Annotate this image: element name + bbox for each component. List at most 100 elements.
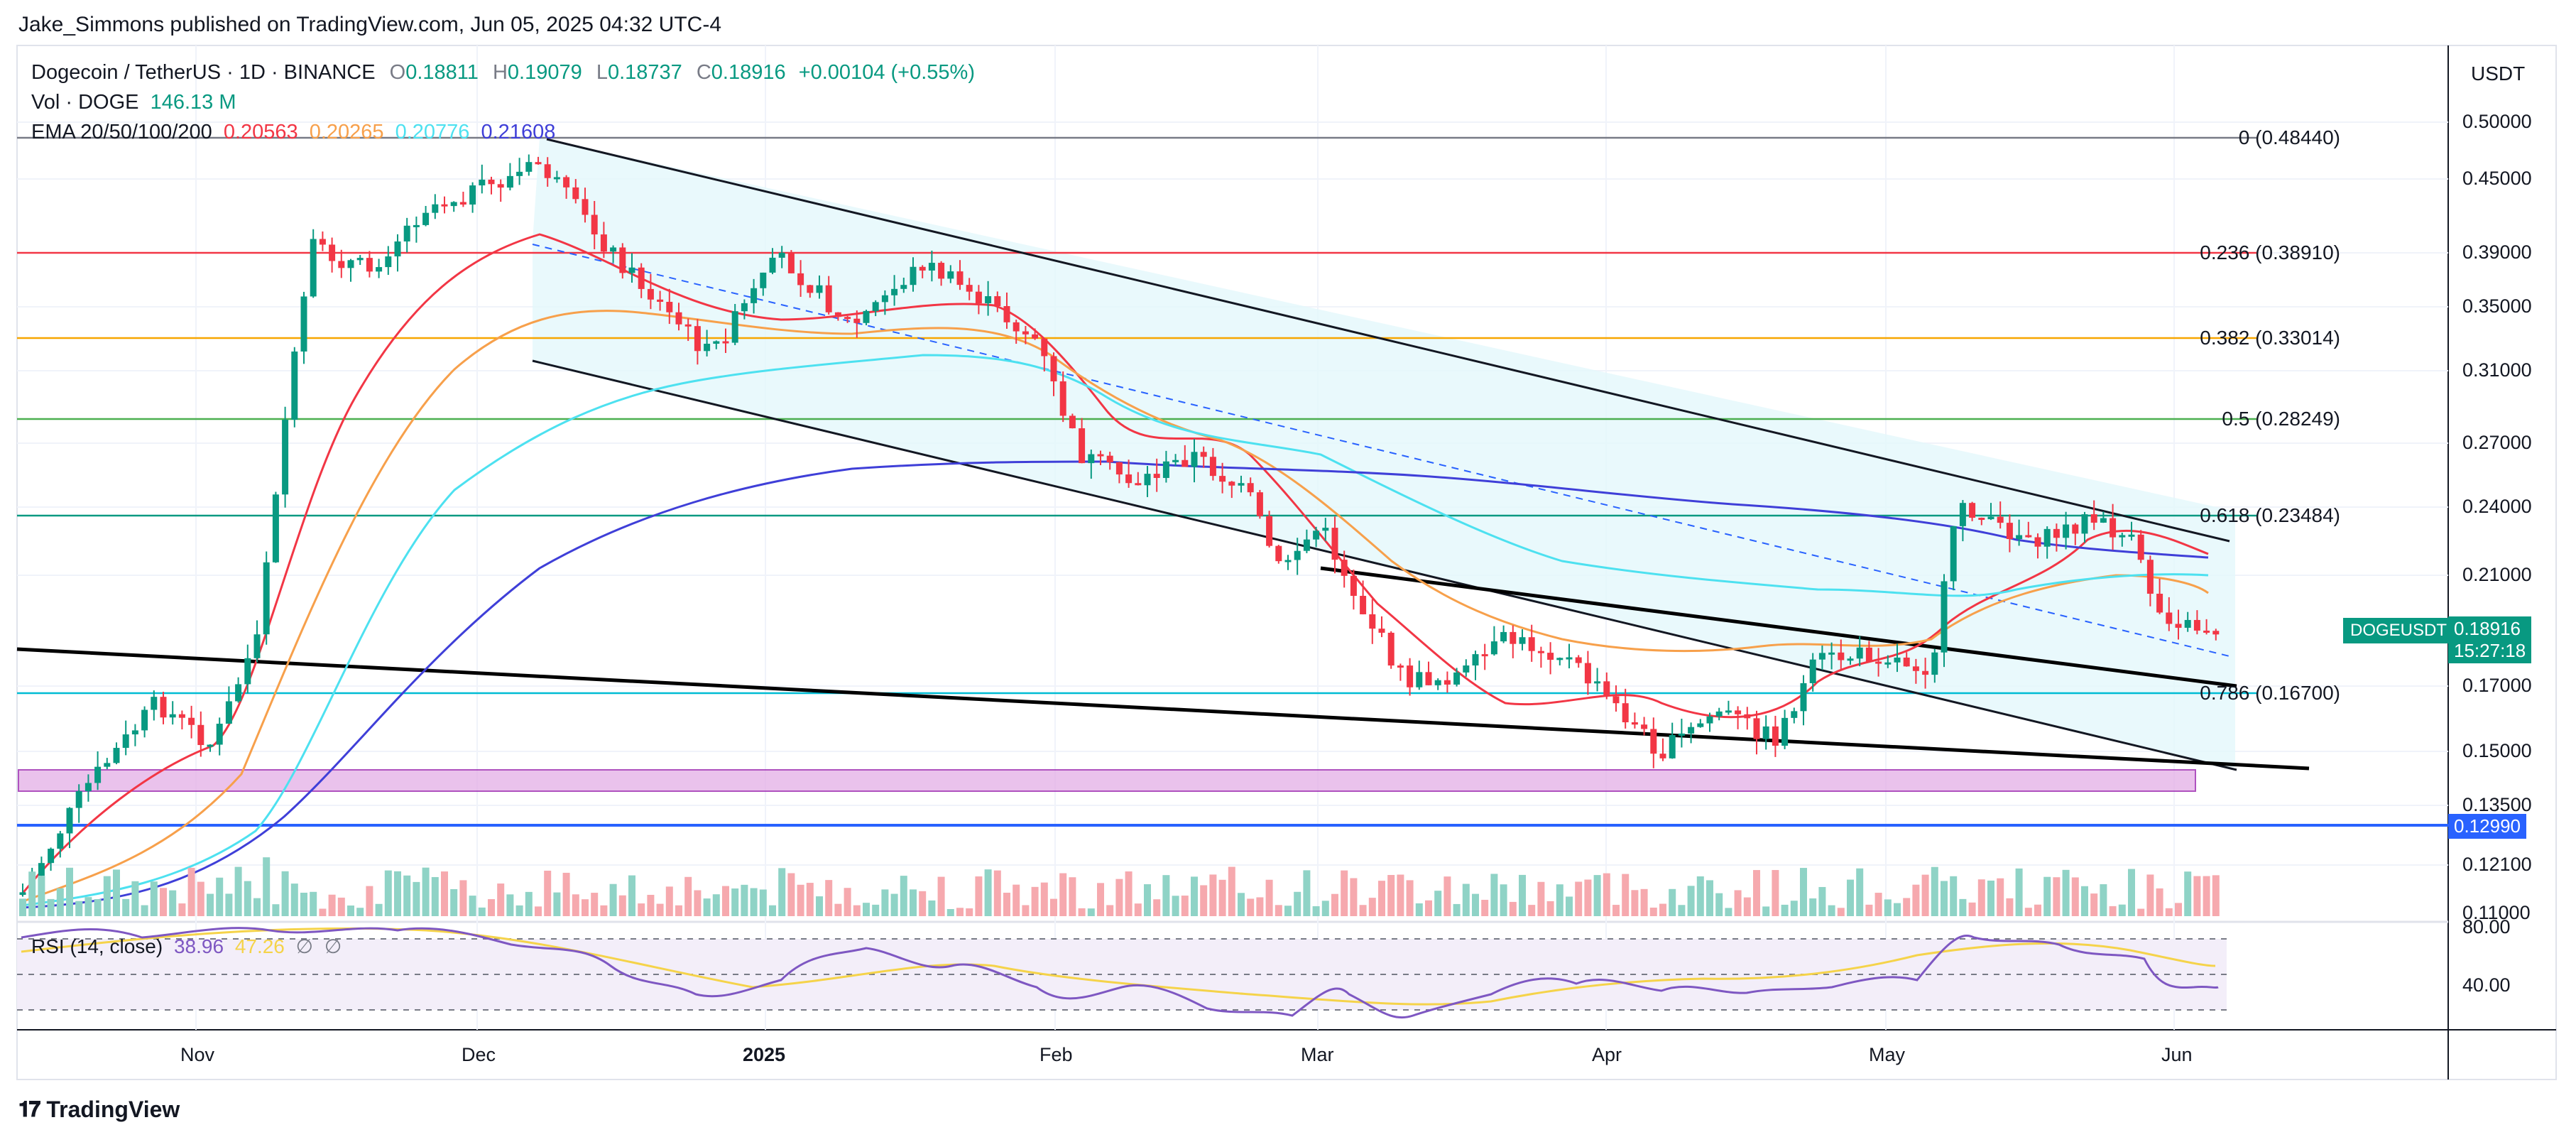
volume-bar [769,905,776,916]
rsi-ma-value: 47.26 [234,935,285,957]
candle-body [628,267,635,273]
candle-body [1528,637,1535,651]
volume-bar [413,881,420,916]
candle-body [1303,539,1310,551]
volume-bar [328,894,336,916]
volume-bar [1115,879,1123,916]
ema50-value: 0.20265 [309,121,384,143]
candle-body [244,658,251,685]
volume-bar [431,876,439,916]
volume-bar [890,893,898,916]
candle-body [169,714,176,718]
candle-body [544,164,551,178]
candle-body [141,709,148,731]
candle-body [1594,681,1601,684]
candle-body [1631,722,1638,725]
volume-bar [1481,899,1489,916]
volume-bar [1013,884,1020,916]
candle-body [1050,356,1057,381]
change-value: +0.00104 (+0.55%) [798,61,975,84]
candle-body [253,634,261,658]
candle-body [1181,459,1189,467]
candle-body [1153,474,1160,478]
volume-bar [1284,906,1292,916]
volume-bar [478,907,486,916]
candle-body [1481,654,1488,657]
candle-body [1378,629,1385,633]
volume-bar [1509,901,1517,916]
price-tick: 0.21000 [2462,564,2532,585]
ema-label[interactable]: EMA 20/50/100/200 [31,121,212,143]
candle-body [1022,331,1029,335]
candle-body [1219,476,1226,482]
candle-body [2100,518,2107,523]
symbol-title[interactable]: Dogecoin / TetherUS · 1D · BINANCE [31,61,376,84]
candle-body [1969,503,1976,518]
candle-body [1387,632,1395,666]
rsi-label[interactable]: RSI (14, close) [31,935,163,957]
candle-body [319,239,326,245]
volume-bar [1162,875,1170,916]
volume-bar [881,889,889,916]
candle-body [1003,306,1010,322]
volume-bar [506,894,514,916]
candle-body [1838,652,1845,660]
volume-bar [319,908,327,916]
volume-bar [515,905,523,916]
candle-body [1781,717,1789,746]
price-tick: 0.35000 [2462,295,2532,317]
currency-label[interactable]: USDT [2471,62,2526,85]
candle-body [778,252,785,258]
price-tick: 0.50000 [2462,111,2532,132]
candle-body [563,177,570,187]
volume-bar [946,908,954,916]
candle-body [1500,631,1507,642]
volume-bar [975,876,983,916]
volume-bar [1331,893,1338,916]
volume-bar [1809,898,1817,916]
volume-bar [993,870,1001,916]
candle-body [385,256,392,268]
candle-body [600,234,607,252]
candle-body [1275,545,1282,562]
volume-bar [628,875,635,916]
volume-bar [1659,903,1666,916]
candle-body [610,247,617,252]
candle-body [300,296,307,352]
volume-bar [1087,908,1095,916]
volume-bar [1490,874,1498,916]
candle-body [1172,459,1179,462]
price-tick: 0.11000 [2462,902,2531,923]
brand[interactable]: 𝟏𝟕 TradingView [18,1097,180,1123]
candle-body [1762,726,1769,739]
volume-bar [1537,881,1545,916]
candle-body [1931,652,1938,675]
support-price-tag: 0.12990 [2448,814,2526,839]
volume-bar [450,888,458,916]
volume-bar [375,903,383,916]
candle-body [104,763,111,767]
volume-bar [1894,903,1901,916]
volume-bar [1341,870,1348,916]
volume-bar [1640,888,1648,916]
volume-label[interactable]: Vol · DOGE [31,91,139,114]
volume-bar [1144,884,1151,916]
fib-label-0: 0 (0.48440) [2238,126,2340,148]
candle-body [1472,654,1479,666]
ohlc-legend: Dogecoin / TetherUS · 1D · BINANCE O0.18… [31,61,975,84]
candle-body [1547,653,1554,660]
candle-body [1622,703,1629,723]
volume-bar [38,876,45,916]
volume-bar [394,871,401,916]
candle-body [704,344,711,352]
volume-bar [1950,876,1958,916]
volume-bar [966,908,973,916]
candle-body [413,224,420,227]
volume-bar [591,893,599,916]
volume-bar [300,892,307,916]
volume-value: 146.13 M [150,91,236,114]
volume-bars [19,857,2220,916]
candle-body [84,783,92,792]
candle-body [1678,733,1685,736]
